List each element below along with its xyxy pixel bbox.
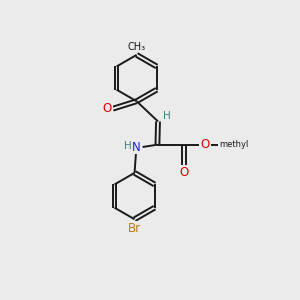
Text: CH₃: CH₃	[128, 42, 146, 52]
Text: O: O	[180, 166, 189, 179]
Text: H: H	[124, 141, 132, 152]
Text: O: O	[200, 138, 210, 151]
Text: methyl: methyl	[219, 140, 248, 149]
Text: N: N	[132, 140, 140, 154]
Text: Br: Br	[128, 222, 141, 235]
Text: O: O	[103, 102, 112, 115]
Text: H: H	[163, 110, 171, 121]
